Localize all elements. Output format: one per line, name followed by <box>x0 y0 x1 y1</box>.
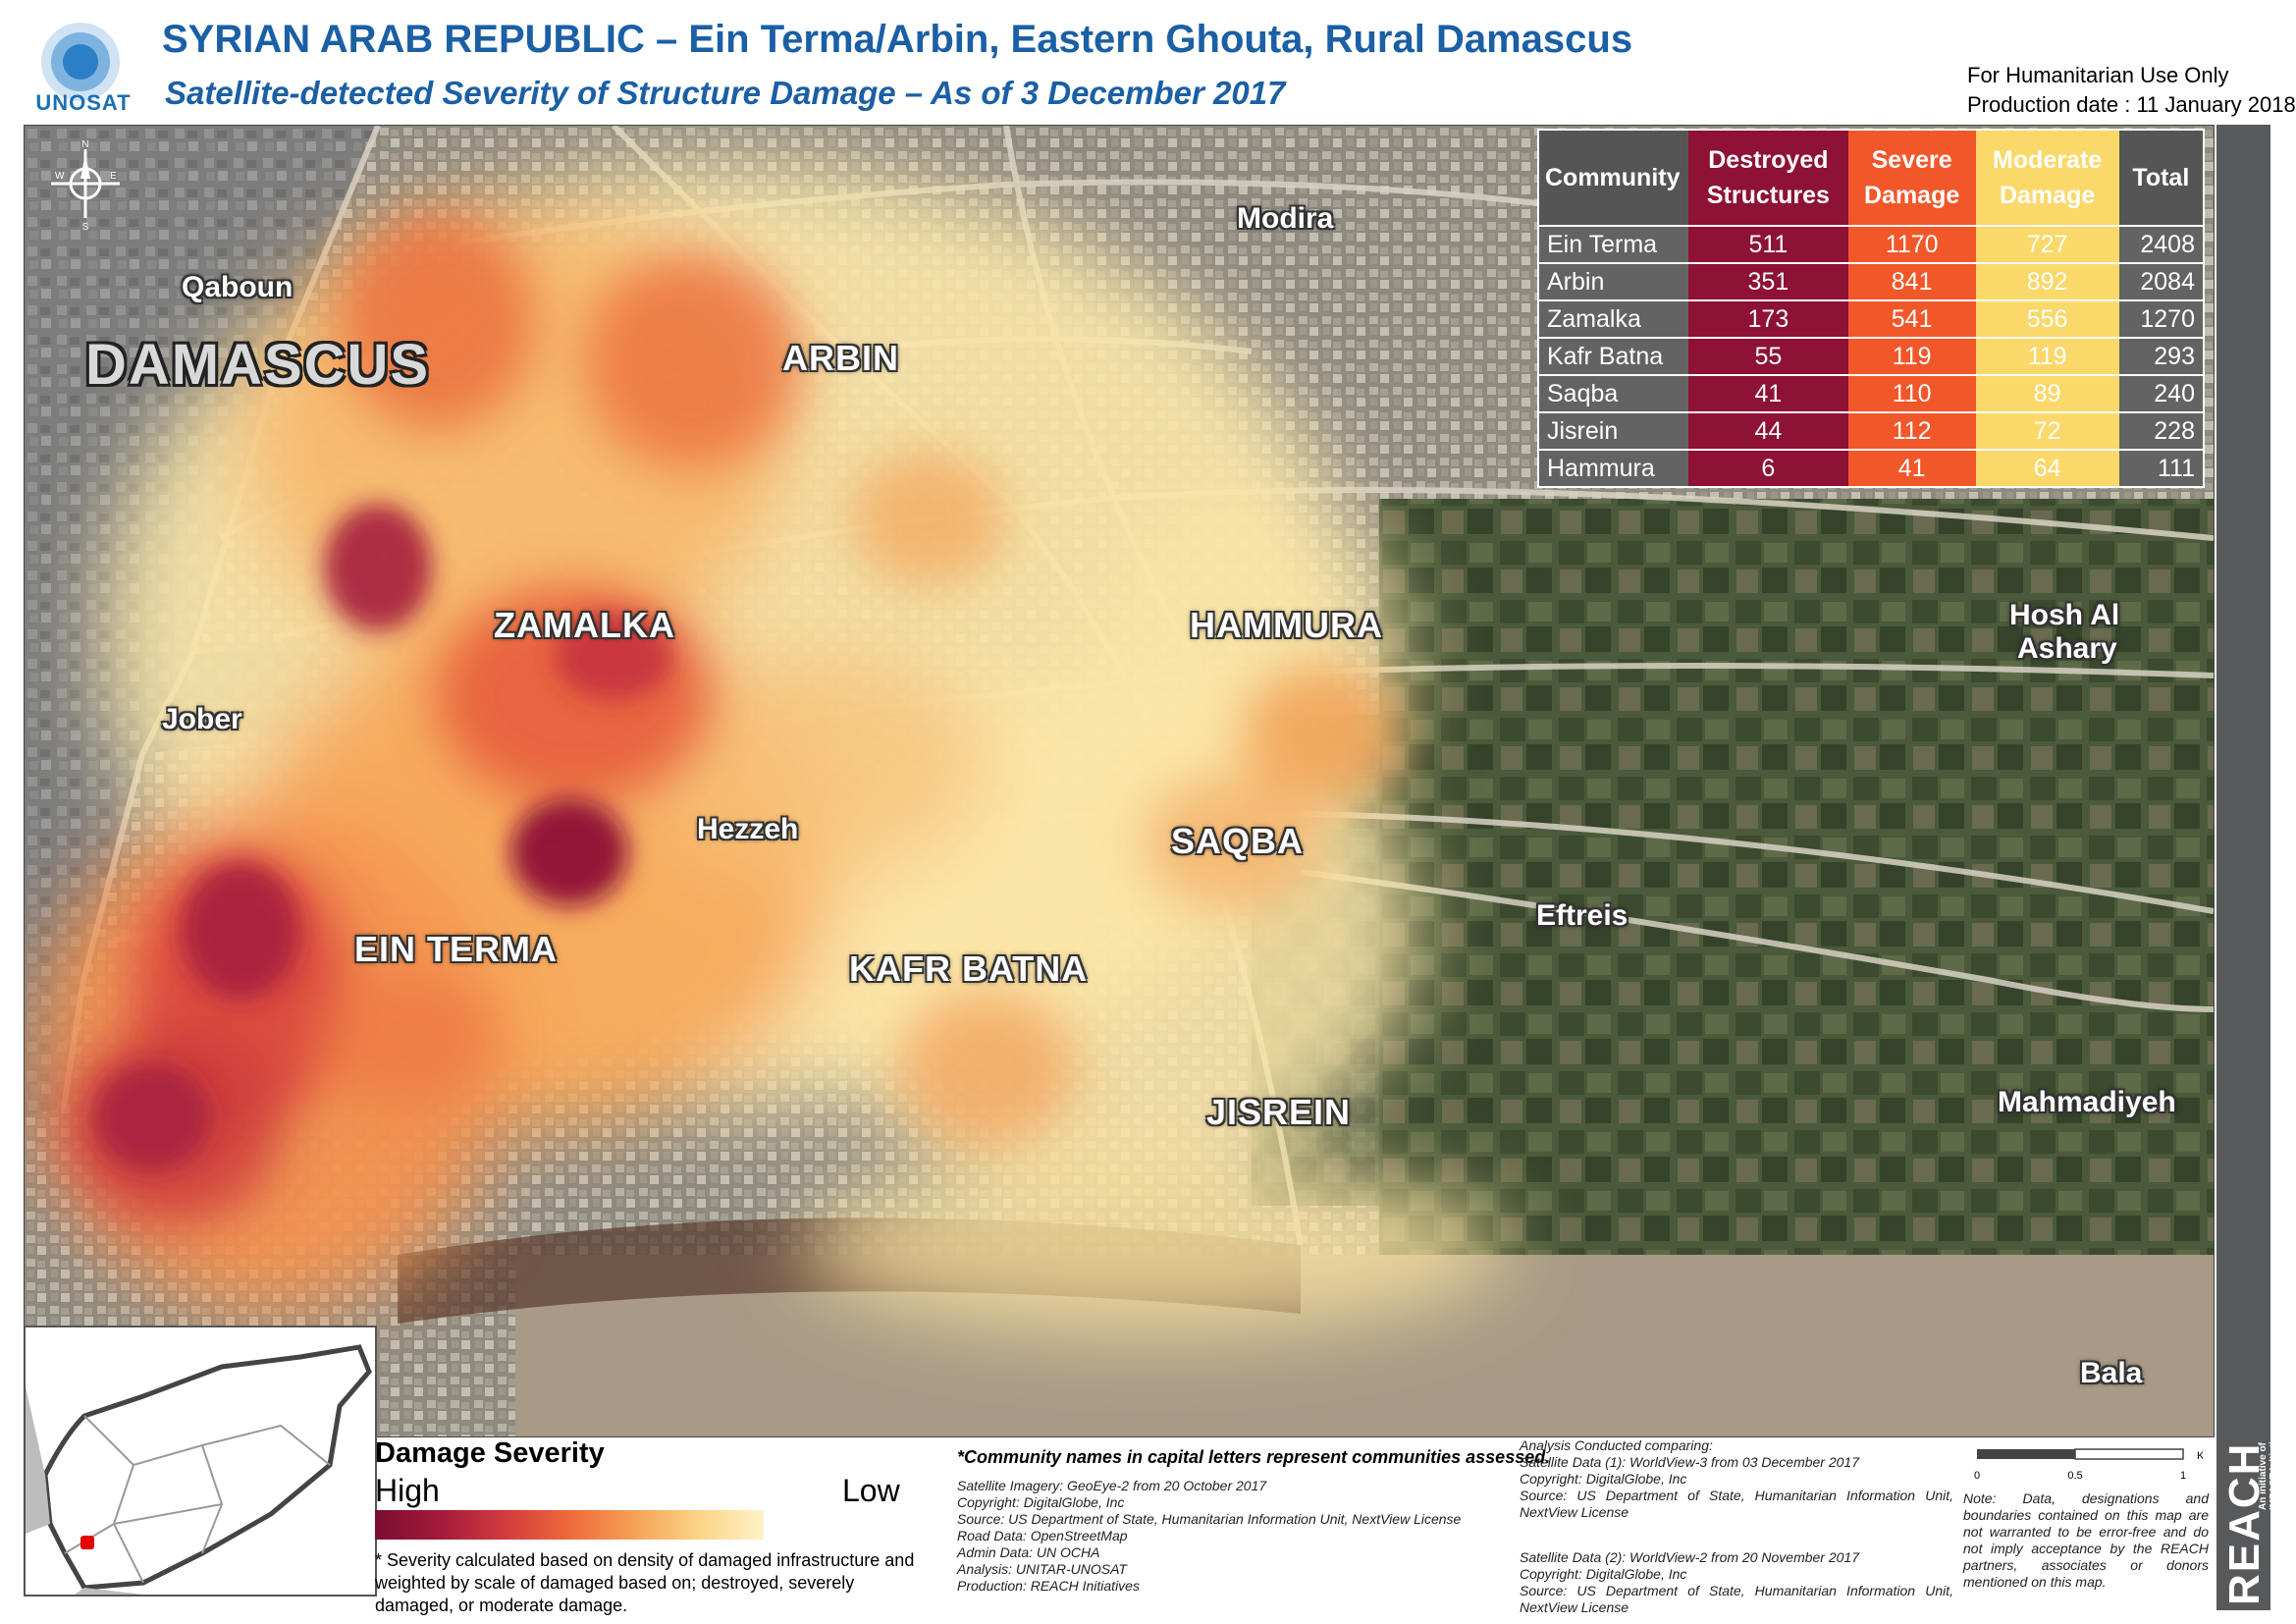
label-arbin: ARBIN <box>782 338 899 378</box>
unosat-logo <box>41 23 120 101</box>
cell-moderate: 72 <box>1975 411 2119 450</box>
scale-tick-1: 1 <box>2180 1470 2186 1482</box>
cell-total: 111 <box>2118 449 2204 487</box>
cell-moderate: 556 <box>1975 299 2119 338</box>
cell-community: Jisrein <box>1538 411 1688 450</box>
label-qaboun: Qaboun <box>182 271 294 303</box>
north-arrow-icon: N S W E <box>51 139 120 232</box>
cell-total: 2084 <box>2118 262 2204 300</box>
legend-gradient-bar <box>375 1510 764 1540</box>
cell-total: 228 <box>2118 411 2204 450</box>
cell-destroyed: 41 <box>1688 374 1848 412</box>
credits-block: Satellite Imagery: GeoEye-2 from 20 Octo… <box>957 1478 1462 1594</box>
cell-severe: 541 <box>1847 299 1976 338</box>
cell-community: Arbin <box>1538 262 1688 300</box>
compass-w: W <box>55 171 65 182</box>
cell-destroyed: 351 <box>1688 262 1848 300</box>
table-row: Arbin 351 841 892 2084 <box>1538 262 2204 300</box>
cell-severe: 41 <box>1847 449 1976 487</box>
cell-community: Hammura <box>1538 449 1688 487</box>
label-jisrein: JISREIN <box>1206 1092 1352 1132</box>
scale-bar: 0 0.5 1 Km <box>1974 1448 2203 1482</box>
legend-note: * Severity calculated based on density o… <box>375 1550 915 1615</box>
cell-destroyed: 173 <box>1688 299 1848 338</box>
cell-severe: 841 <box>1847 262 1976 300</box>
cell-total: 293 <box>2118 337 2204 375</box>
cell-community: Saqba <box>1538 374 1688 412</box>
cell-moderate: 64 <box>1975 449 2119 487</box>
analysis-sources-1: Analysis Conducted comparing: Satellite … <box>1520 1437 1953 1520</box>
label-bala: Bala <box>2080 1357 2143 1389</box>
col-severe: Severe Damage <box>1847 130 1976 226</box>
cell-total: 240 <box>2118 374 2204 412</box>
label-modira: Modira <box>1237 202 1334 235</box>
cell-moderate: 119 <box>1975 337 2119 375</box>
label-mahmadiyeh: Mahmadiyeh <box>1998 1086 2176 1118</box>
label-jober: Jober <box>162 703 242 735</box>
damage-table: Community Destroyed Structures Severe Dama… <box>1537 129 2205 488</box>
cell-moderate: 727 <box>1975 225 2119 263</box>
table-row: Saqba 41 110 89 240 <box>1538 374 2204 412</box>
reach-sidebar <box>2216 125 2270 1610</box>
unosat-logo-text: UNOSAT <box>35 90 132 115</box>
table-row: Ein Terma 511 1170 727 2408 <box>1538 225 2204 263</box>
label-hezzeh: Hezzeh <box>697 813 799 845</box>
map-subtitle: Satellite-detected Severity of Structure… <box>165 75 1286 111</box>
usage-info: For Humanitarian Use Only Production dat… <box>1967 61 2296 120</box>
label-hosh-al-ashary-1: Hosh Al <box>2009 599 2120 631</box>
humanitarian-use-text: For Humanitarian Use Only <box>1967 63 2229 87</box>
legend-high-label: High <box>375 1473 440 1508</box>
label-ein-terma: EIN TERMA <box>354 929 558 969</box>
cell-total: 1270 <box>2118 299 2204 338</box>
disclaimer-note: Note: Data, designations and boundaries … <box>1963 1490 2209 1590</box>
label-hosh-al-ashary-2: Ashary <box>2017 632 2117 665</box>
label-hammura: HAMMURA <box>1190 605 1383 645</box>
scale-tick-half: 0.5 <box>2067 1470 2082 1482</box>
table-row: Hammura 6 41 64 111 <box>1538 449 2204 487</box>
label-damascus: DAMASCUS <box>85 333 431 397</box>
reach-tagline: An initiative of IMPACT Initiatives ACTED … <box>2258 1412 2290 1510</box>
compass-n: N <box>81 139 88 150</box>
compass-s: S <box>82 222 89 232</box>
compass-e: E <box>110 171 117 182</box>
cell-total: 2408 <box>2118 225 2204 263</box>
cell-severe: 112 <box>1847 411 1976 450</box>
map-title: SYRIAN ARAB REPUBLIC – Ein Terma/Arbin, … <box>162 18 1633 61</box>
scale-tick-0: 0 <box>1974 1470 1980 1482</box>
cell-destroyed: 511 <box>1688 225 1848 263</box>
legend-low-label: Low <box>842 1473 900 1508</box>
table-row: Zamalka 173 541 556 1270 <box>1538 299 2204 338</box>
cell-destroyed: 44 <box>1688 411 1848 450</box>
cell-community: Kafr Batna <box>1538 337 1688 375</box>
col-moderate: Moderate Damage <box>1975 130 2119 226</box>
capital-letters-note: *Community names in capital letters repr… <box>957 1447 1551 1467</box>
damage-table-header: Community Destroyed Structures Severe Dama… <box>1538 130 2204 226</box>
table-row: Jisrein 44 112 72 228 <box>1538 411 2204 450</box>
scale-unit: Km <box>2197 1450 2203 1462</box>
label-saqba: SAQBA <box>1171 821 1305 861</box>
col-destroyed: Destroyed Structures <box>1688 130 1848 226</box>
inset-locator-map <box>24 1326 377 1597</box>
cell-severe: 119 <box>1847 337 1976 375</box>
cell-severe: 110 <box>1847 374 1976 412</box>
cell-severe: 1170 <box>1847 225 1976 263</box>
cell-community: Zamalka <box>1538 299 1688 338</box>
cell-moderate: 89 <box>1975 374 2119 412</box>
production-date: Production date : 11 January 2018 <box>1967 92 2296 117</box>
cell-community: Ein Terma <box>1538 225 1688 263</box>
col-total: Total <box>2118 130 2204 226</box>
cell-moderate: 892 <box>1975 262 2119 300</box>
label-eftreis: Eftreis <box>1536 899 1629 932</box>
table-row: Kafr Batna 55 119 119 293 <box>1538 337 2204 375</box>
col-community: Community <box>1538 130 1688 226</box>
cell-destroyed: 6 <box>1688 449 1848 487</box>
legend-title: Damage Severity <box>375 1437 605 1469</box>
aoi-marker <box>80 1536 94 1549</box>
label-kafr-batna: KAFR BATNA <box>849 948 1089 989</box>
analysis-sources-2: Satellite Data (2): WorldView-2 from 20 … <box>1520 1549 1953 1615</box>
label-zamalka: ZAMALKA <box>494 605 675 645</box>
cell-destroyed: 55 <box>1688 337 1848 375</box>
